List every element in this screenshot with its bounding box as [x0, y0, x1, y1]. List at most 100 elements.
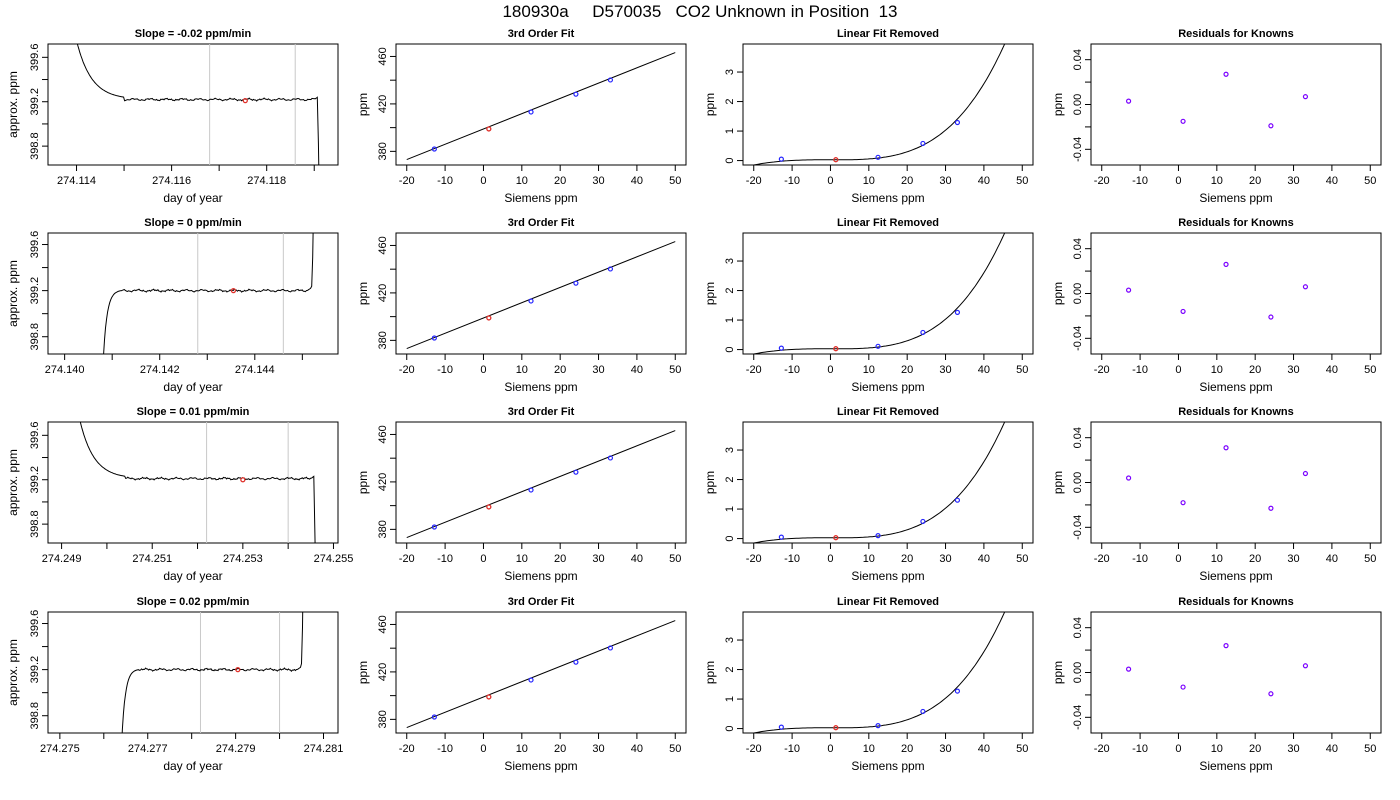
removed-0-unknown-point: [833, 157, 839, 163]
residuals-3-x-tick-label: 40: [1326, 743, 1338, 755]
residuals-1-plot-frame: [1090, 232, 1382, 355]
fit-2-unknown-point: [486, 504, 492, 510]
fit-2-x-tick-label: -10: [437, 553, 453, 565]
residuals-3-x-tick-label: -10: [1132, 743, 1148, 755]
fit-0-y-label: ppm: [356, 93, 370, 116]
residuals-0-residual-point: [1268, 123, 1274, 129]
fit-1-y-tick-label: 420: [377, 284, 389, 302]
fit-3-y-tick-label: 420: [377, 663, 389, 681]
removed-0-x-tick-label: 10: [863, 175, 875, 187]
fit-0-x-tick-label: -20: [399, 175, 415, 187]
residuals-1-y-label: ppm: [1051, 282, 1065, 305]
timeseries-0-x-label: day of year: [163, 191, 222, 205]
residuals-2-y-tick-label: 0.00: [1072, 472, 1084, 493]
removed-0-x-tick-label: 40: [978, 175, 990, 187]
fit-1-unknown-point: [486, 315, 492, 321]
fit-2-known-point: [607, 455, 614, 461]
timeseries-1-y-label: approx. ppm: [6, 260, 20, 327]
fit-3-x-label: Siemens ppm: [504, 759, 577, 773]
timeseries-0-trace-line: [76, 44, 320, 165]
residuals-1-x-tick-label: 0: [1175, 364, 1181, 376]
residuals-3-residual-point: [1180, 684, 1186, 690]
residuals-3-residual-point: [1125, 666, 1132, 672]
fit-2-data-group: [406, 430, 676, 539]
residuals-0-y-label: ppm: [1051, 93, 1065, 116]
removed-2-x-tick-label: 10: [863, 553, 875, 565]
timeseries-1-sample-marker: [230, 287, 237, 294]
timeseries-1-x-tick-label: 274.144: [235, 364, 275, 376]
timeseries-1-x-tick-label: 274.142: [140, 364, 180, 376]
removed-1-x-tick-label: 30: [939, 364, 951, 376]
fit-2-x-tick-label: 20: [554, 553, 566, 565]
residuals-0-y-tick-label: -0.04: [1072, 137, 1084, 162]
removed-1-data-group: [753, 233, 1006, 354]
residuals-2-residual-point: [1125, 475, 1132, 481]
fit-3-x-tick-label: 10: [516, 743, 528, 755]
residuals-3-title: Residuals for Knowns: [1178, 596, 1294, 608]
residuals-3-y-tick-label: 0.00: [1072, 662, 1084, 683]
removed-1-unknown-point: [833, 346, 839, 352]
fit-2-plot-frame: [395, 421, 687, 544]
residuals-1-x-tick-label: 20: [1249, 364, 1261, 376]
removed-1-x-tick-label: -10: [784, 364, 800, 376]
fit-2-title: 3rd Order Fit: [508, 406, 575, 418]
fit-1-known-point: [528, 298, 534, 304]
timeseries-3-title: Slope = 0.02 ppm/min: [137, 596, 250, 608]
fit-3-data-group: [406, 620, 676, 729]
removed-0-x-tick-label: -20: [746, 175, 762, 187]
residuals-3-x-tick-label: 0: [1175, 743, 1181, 755]
residuals-2-x-tick-label: -10: [1132, 553, 1148, 565]
residuals-0-y-tick-label: 0.04: [1072, 49, 1084, 70]
removed-0-known-point: [954, 119, 961, 126]
fit-1-known-point: [573, 280, 579, 286]
residuals-3-data-group: [1125, 643, 1309, 697]
fit-0-x-tick-label: 30: [592, 175, 604, 187]
residuals-0-residual-point: [1223, 71, 1229, 77]
residuals-1-residual-point: [1125, 287, 1132, 293]
fit-0-plot-frame: [395, 43, 687, 166]
residuals-1-x-tick-label: 50: [1364, 364, 1376, 376]
removed-2-y-tick-label: 1: [724, 506, 736, 512]
removed-1-known-point: [875, 343, 881, 349]
residuals-1-x-tick-label: 30: [1287, 364, 1299, 376]
fit-1-x-tick-label: -10: [437, 364, 453, 376]
residuals-3-y-label: ppm: [1051, 661, 1065, 684]
fit-0-known-point: [431, 146, 437, 152]
residuals-1-x-tick-label: 40: [1326, 364, 1338, 376]
fit-2-x-tick-label: 0: [480, 553, 486, 565]
timeseries-1-y-tick-label: 399.2: [29, 277, 41, 305]
removed-3-y-label: ppm: [703, 661, 717, 684]
removed-2-known-point: [875, 533, 881, 539]
fit-3-unknown-point: [486, 694, 492, 700]
removed-0-y-tick-label: 1: [724, 128, 736, 134]
fit-3-fit-line: [406, 620, 676, 729]
timeseries-2-plot-frame: [47, 421, 339, 544]
timeseries-3-x-tick-label: 274.277: [128, 743, 168, 755]
timeseries-3-sample-marker: [235, 666, 241, 673]
removed-1-curve-line: [753, 233, 1006, 354]
removed-1-y-tick-label: 0: [724, 347, 736, 353]
timeseries-0-x-tick-label: 274.114: [57, 175, 96, 187]
fit-1-x-label: Siemens ppm: [504, 380, 577, 394]
timeseries-3-x-tick-label: 274.279: [216, 743, 256, 755]
fit-0-x-tick-label: -10: [437, 175, 453, 187]
timeseries-0-x-tick-label: 274.118: [247, 175, 286, 187]
timeseries-1-y-tick-label: 398.8: [29, 323, 41, 351]
fit-2-y-label: ppm: [356, 471, 370, 494]
fit-0-x-tick-label: 40: [631, 175, 643, 187]
removed-3-title: Linear Fit Removed: [837, 596, 939, 608]
removed-3-x-tick-label: 20: [901, 743, 913, 755]
timeseries-2-x-tick-label: 274.249: [42, 553, 82, 565]
timeseries-0-y-tick-label: 399.2: [29, 88, 41, 116]
fit-1-x-tick-label: 10: [516, 364, 528, 376]
fit-1-y-tick-label: 380: [377, 331, 389, 349]
timeseries-0-plot-frame: [47, 43, 339, 166]
residuals-2-x-tick-label: -20: [1094, 553, 1110, 565]
removed-3-known-point: [920, 708, 926, 715]
timeseries-0-y-tick-label: 399.6: [29, 44, 41, 72]
fit-0-fit-line: [406, 52, 676, 161]
removed-2-x-tick-label: 0: [827, 553, 833, 565]
residuals-1-y-tick-label: -0.04: [1072, 326, 1084, 351]
residuals-1-x-tick-label: -20: [1094, 364, 1110, 376]
fit-3-y-tick-label: 460: [377, 615, 389, 633]
